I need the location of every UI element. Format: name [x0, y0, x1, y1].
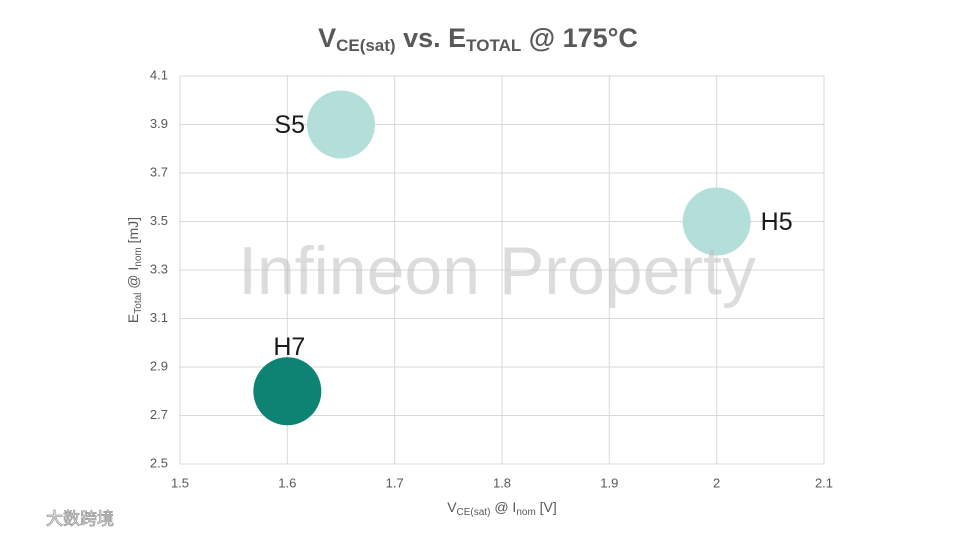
x-tick-label: 2	[713, 475, 720, 490]
title-sub: TOTAL	[466, 36, 521, 55]
bubble	[682, 187, 751, 256]
bubble	[307, 90, 375, 159]
label-sub: nom	[133, 247, 144, 266]
x-tick-label: 1.5	[171, 475, 189, 490]
title-part: V	[318, 23, 336, 53]
x-tick-label: 2.1	[815, 475, 833, 490]
y-tick-label: 3.3	[150, 261, 168, 276]
label-sub: Total	[133, 293, 144, 314]
bubble	[253, 357, 322, 426]
label-part: [V]	[536, 499, 557, 515]
title-sub: CE(sat)	[336, 36, 396, 55]
point-label: H5	[761, 208, 793, 236]
y-tick-label: 3.7	[150, 164, 168, 179]
y-tick-label: 3.9	[150, 116, 168, 131]
y-tick-label: 2.5	[150, 455, 168, 470]
x-axis-label: VCE(sat) @ Inom [V]	[447, 499, 557, 518]
chart-title: VCE(sat) vs. ETOTAL @ 175°C	[318, 23, 638, 55]
x-tick-label: 1.7	[386, 475, 404, 490]
label-part: E	[125, 314, 141, 323]
source-watermark: 大数跨境	[46, 509, 114, 528]
label-part: @ I	[125, 267, 141, 293]
label-sub: nom	[516, 507, 535, 518]
y-tick-label: 2.9	[150, 358, 168, 373]
point-label: H7	[273, 333, 305, 361]
y-tick-label: 2.7	[150, 407, 168, 422]
point-label: S5	[274, 111, 305, 139]
x-tick-label: 1.8	[493, 475, 511, 490]
label-part: V	[447, 499, 457, 515]
x-tick-label: 1.9	[600, 475, 618, 490]
title-part: vs. E	[396, 23, 467, 53]
y-tick-label: 4.1	[150, 67, 168, 82]
y-tick-label: 3.1	[150, 310, 168, 325]
plot-area: 2.5 2.7 2.9 3.1 3.3 3.5 3.7 3.9 4.1 1.5 1.6 1.7 1.8 1…	[150, 67, 833, 490]
y-axis-label: ETotal @ Inom [mJ]	[125, 217, 144, 323]
label-part: @ I	[490, 499, 516, 515]
title-part: @ 175°C	[521, 23, 638, 53]
x-tick-label: 1.6	[278, 475, 296, 490]
label-part: [mJ]	[125, 217, 141, 247]
watermark: Infineon Property	[238, 233, 756, 309]
label-sub: CE(sat)	[457, 507, 491, 518]
y-tick-label: 3.5	[150, 213, 168, 228]
